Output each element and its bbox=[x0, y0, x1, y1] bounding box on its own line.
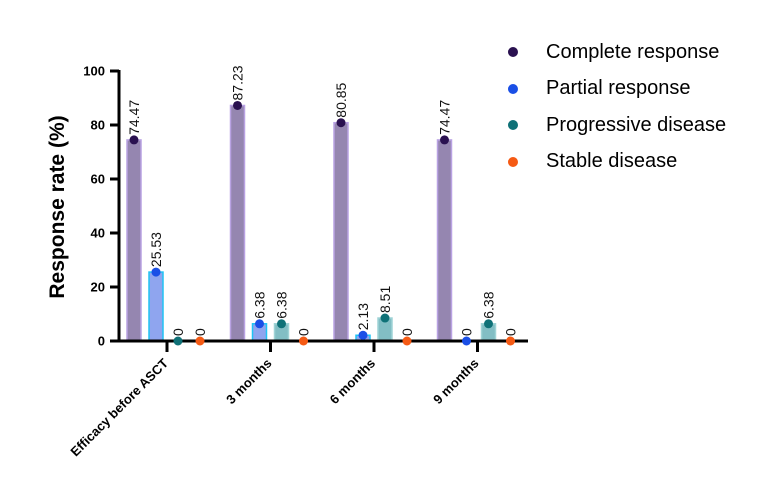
legend-label: Complete response bbox=[546, 40, 720, 63]
dots-layer bbox=[129, 100, 515, 346]
data-point bbox=[462, 336, 471, 346]
data-point bbox=[402, 336, 412, 346]
legend-item-complete-response: Complete response bbox=[505, 34, 726, 71]
y-axis-label: Response rate (%) bbox=[46, 115, 69, 298]
data-point bbox=[336, 118, 346, 128]
data-label: 25.53 bbox=[148, 232, 164, 267]
legend-dot-icon bbox=[508, 120, 518, 131]
data-point bbox=[233, 100, 242, 110]
data-label: 6.38 bbox=[481, 291, 497, 318]
legend-dot-icon bbox=[508, 83, 518, 94]
bar bbox=[436, 139, 453, 342]
data-label: 87.23 bbox=[230, 65, 246, 100]
data-point bbox=[299, 336, 308, 346]
data-point bbox=[173, 336, 183, 346]
data-label: 74.47 bbox=[437, 100, 453, 135]
data-point bbox=[440, 135, 449, 145]
legend-label: Progressive disease bbox=[546, 113, 727, 136]
axes-layer bbox=[117, 70, 528, 343]
data-point bbox=[129, 135, 139, 145]
data-point bbox=[506, 336, 515, 346]
data-label: 6.38 bbox=[274, 291, 290, 318]
legend-dot-icon bbox=[508, 156, 518, 167]
bars-layer bbox=[126, 104, 497, 342]
bar bbox=[229, 104, 246, 342]
bar bbox=[333, 121, 349, 342]
data-label: 0 bbox=[170, 328, 186, 336]
y-tick-label: 80 bbox=[91, 118, 105, 133]
data-point bbox=[195, 336, 205, 346]
x-tick-label: Efficacy before ASCT bbox=[67, 355, 171, 459]
legend-item-partial-response: Partial response bbox=[505, 71, 726, 108]
y-tick-label: 40 bbox=[91, 226, 105, 241]
legend-dot-icon bbox=[508, 47, 518, 58]
y-ticks: 0 20 40 60 80 100 bbox=[83, 64, 119, 349]
data-label: 6.38 bbox=[252, 291, 268, 318]
x-tick-label: 3 months bbox=[223, 356, 274, 407]
bar bbox=[126, 139, 142, 342]
data-label: 0 bbox=[503, 328, 519, 336]
data-label: 0 bbox=[399, 328, 415, 336]
x-tick-label: 6 months bbox=[327, 356, 378, 407]
y-tick-label: 60 bbox=[91, 172, 105, 187]
legend-item-stable-disease: Stable disease bbox=[505, 144, 726, 181]
data-label: 74.47 bbox=[126, 100, 142, 135]
data-label: 80.85 bbox=[333, 82, 349, 117]
legend-label: Stable disease bbox=[546, 150, 678, 173]
data-point bbox=[277, 319, 286, 329]
data-point bbox=[380, 313, 390, 323]
y-tick-label: 0 bbox=[98, 334, 105, 349]
data-point bbox=[151, 267, 161, 277]
y-tick-label: 100 bbox=[83, 64, 105, 79]
data-label: 0 bbox=[296, 328, 312, 336]
data-point bbox=[484, 319, 493, 329]
data-point bbox=[358, 330, 368, 340]
y-tick-label: 20 bbox=[91, 280, 105, 295]
data-label: 2.13 bbox=[355, 303, 371, 330]
data-label: 8.51 bbox=[377, 286, 393, 313]
x-tick-label: 9 months bbox=[430, 356, 481, 407]
legend: Complete response Partial response Progr… bbox=[505, 34, 726, 180]
legend-label: Partial response bbox=[546, 77, 691, 100]
data-label: 0 bbox=[459, 328, 475, 336]
legend-item-progressive-disease: Progressive disease bbox=[505, 107, 726, 144]
data-point bbox=[255, 319, 264, 329]
data-label: 0 bbox=[192, 328, 208, 336]
bar bbox=[148, 271, 164, 342]
x-ticks: Efficacy before ASCT 3 months 6 months 9 mo… bbox=[67, 341, 482, 459]
